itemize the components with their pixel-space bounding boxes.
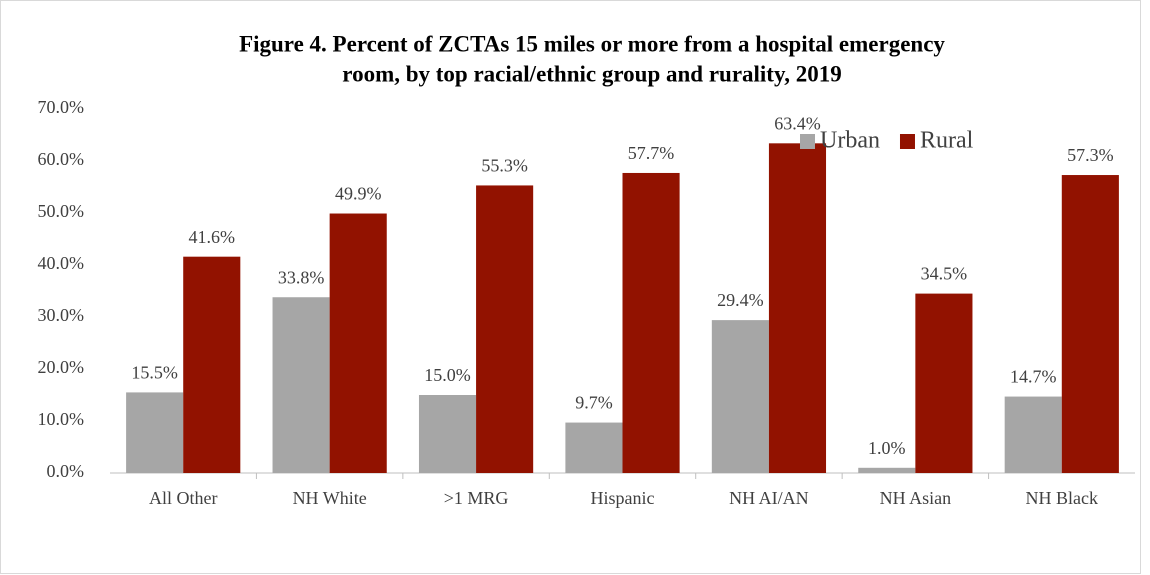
y-tick-label: 30.0%: [38, 305, 85, 325]
bar: [915, 293, 973, 473]
data-label: 57.3%: [1067, 145, 1114, 165]
legend-swatch: [899, 134, 915, 149]
x-tick-label: All Other: [149, 488, 217, 508]
bar: [272, 297, 330, 473]
data-label: 55.3%: [481, 156, 528, 176]
data-label: 34.5%: [921, 264, 968, 284]
y-tick-label: 70.0%: [38, 97, 85, 117]
bar: [858, 467, 916, 473]
data-label: 14.7%: [1010, 367, 1057, 387]
data-label: 57.7%: [628, 143, 675, 163]
y-tick-label: 0.0%: [47, 461, 85, 481]
y-tick-label: 40.0%: [38, 253, 85, 273]
y-tick-label: 50.0%: [38, 201, 85, 221]
bar: [622, 172, 680, 473]
bar: [418, 395, 477, 473]
data-label: 63.4%: [774, 113, 821, 133]
bar: [329, 213, 387, 473]
legend-label: Urban: [820, 128, 880, 154]
data-label: 33.8%: [278, 267, 325, 287]
chart-title: room, by top racial/ethnic group and rur…: [342, 61, 841, 86]
legend-label: Rural: [920, 128, 974, 154]
data-label: 15.0%: [424, 365, 471, 385]
x-tick-label: >1 MRG: [444, 488, 509, 508]
legend-swatch: [800, 134, 815, 149]
x-tick-label: Hispanic: [591, 488, 655, 508]
bar: [126, 392, 184, 473]
x-tick-label: NH White: [293, 488, 367, 508]
bar: [476, 185, 534, 473]
bar: [183, 256, 241, 473]
bar: [768, 143, 827, 473]
x-tick-label: NH AI/AN: [729, 488, 809, 508]
bar: [711, 320, 769, 473]
data-label: 1.0%: [868, 438, 906, 458]
data-label: 15.5%: [131, 363, 178, 383]
x-tick-label: NH Black: [1026, 488, 1098, 508]
bar: [1061, 175, 1119, 474]
y-tick-label: 20.0%: [38, 357, 85, 377]
data-label: 29.4%: [717, 290, 764, 310]
data-label: 49.9%: [335, 184, 382, 204]
x-tick-label: NH Asian: [880, 488, 952, 508]
chart-title: Figure 4. Percent of ZCTAs 15 miles or m…: [239, 31, 945, 56]
y-tick-label: 10.0%: [38, 409, 85, 429]
bar: [1004, 396, 1062, 473]
data-label: 41.6%: [189, 227, 236, 247]
y-tick-label: 60.0%: [38, 149, 85, 169]
bar: [565, 422, 623, 473]
data-label: 9.7%: [575, 393, 613, 413]
